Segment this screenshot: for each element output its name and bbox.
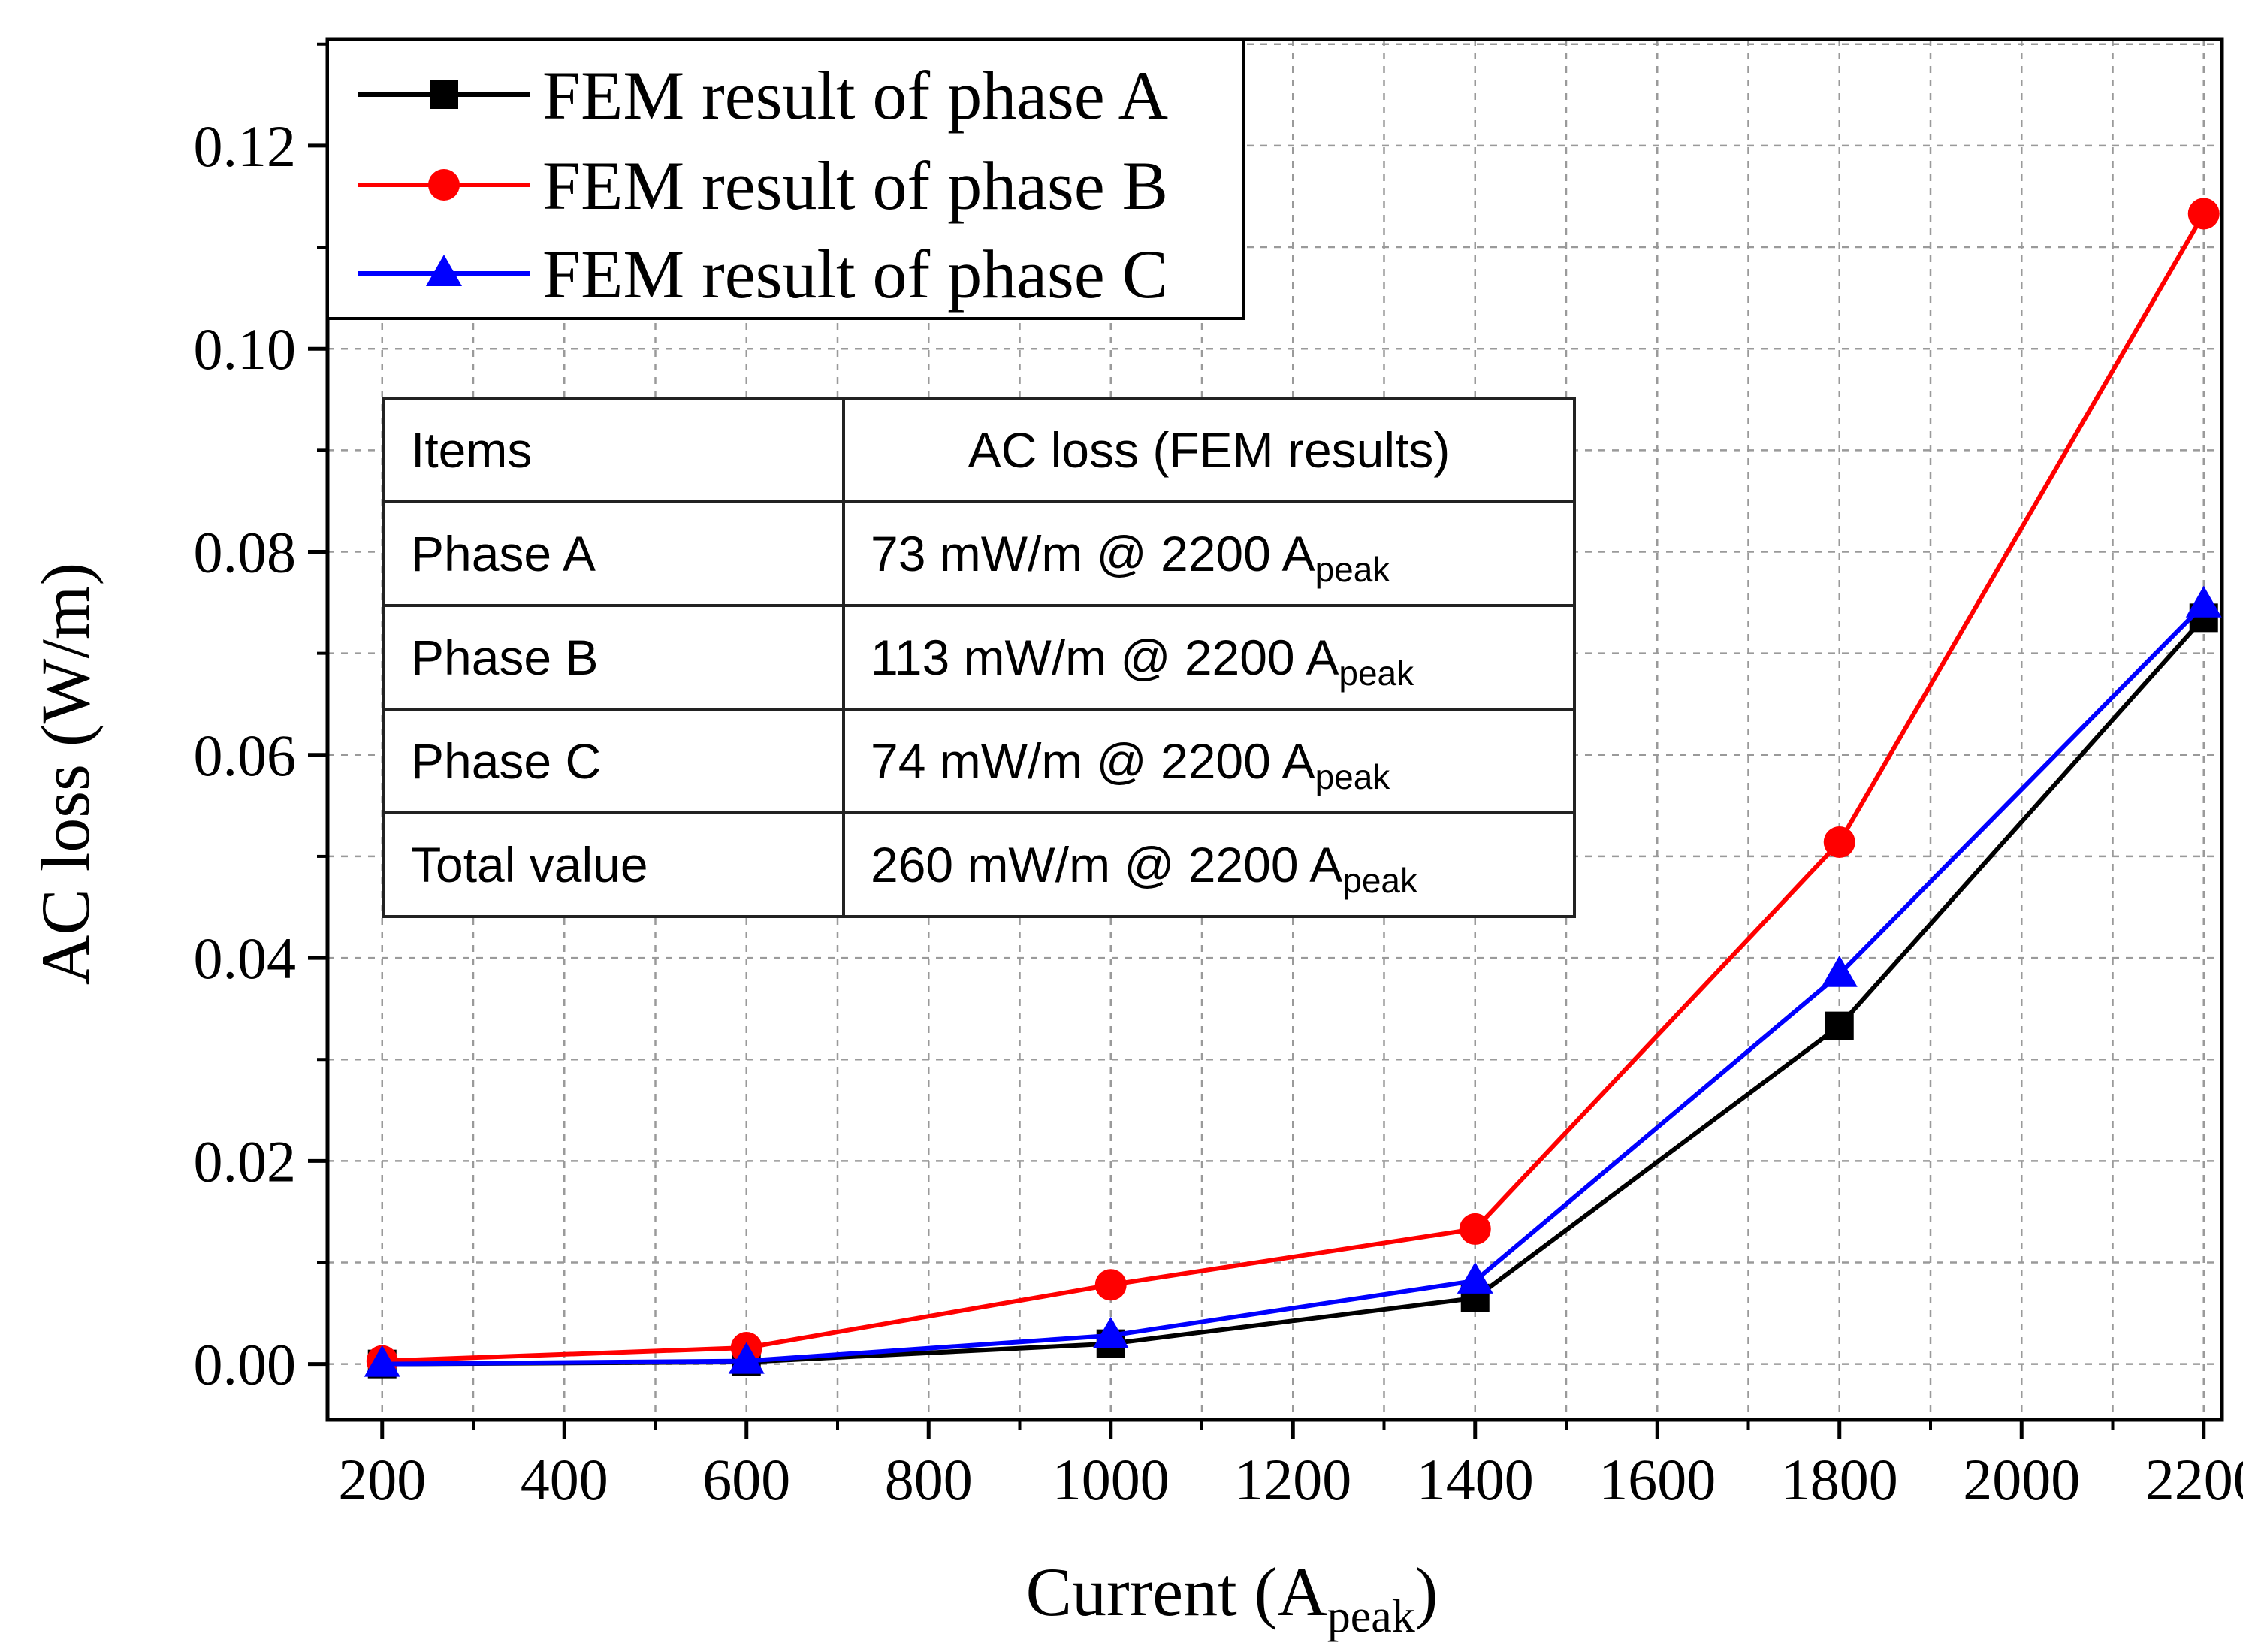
data-point-triangle	[364, 1345, 400, 1377]
table-cell-value: 113 mW/m @ 2200 Apeak	[842, 604, 1576, 711]
x-tick-label: 600	[702, 1447, 790, 1512]
legend: FEM result of phase A FEM result of phase…	[326, 38, 1245, 320]
legend-marker-square	[430, 80, 458, 109]
x-tick-label: 1200	[1234, 1447, 1351, 1512]
table-cell-value: 73 mW/m @ 2200 Apeak	[842, 500, 1576, 607]
y-tick-label: 0.12	[194, 113, 297, 179]
y-axis-title: AC loss (W/m)	[27, 563, 104, 985]
plot-frame	[325, 37, 2224, 1422]
legend-marker-triangle	[426, 255, 462, 286]
legend-label: FEM result of phase A	[542, 57, 1168, 134]
value-sub: peak	[1339, 654, 1414, 693]
data-point-square	[1825, 1011, 1854, 1040]
data-point-triangle	[728, 1342, 765, 1374]
data-point-triangle	[1821, 955, 1858, 987]
table-header-value: AC loss (FEM results)	[842, 397, 1576, 503]
y-tick-label: 0.00	[194, 1332, 297, 1397]
value-text: 73 mW/m @ 2200 A	[871, 526, 1315, 581]
table-row: Phase B 113 mW/m @ 2200 Apeak	[382, 604, 1576, 711]
data-point-circle	[1459, 1213, 1491, 1245]
x-tick-label: 800	[885, 1447, 973, 1512]
data-point-circle	[2187, 198, 2220, 230]
value-text: 260 mW/m @ 2200 A	[871, 837, 1343, 892]
value-sub: peak	[1315, 550, 1390, 589]
x-tick-label: 2200	[2145, 1447, 2243, 1512]
x-axis-title: Current (Apeak)	[1026, 1554, 1438, 1642]
x-axis-title-sub: peak	[1327, 1591, 1415, 1642]
table-row: Total value 260 mW/m @ 2200 Apeak	[382, 811, 1576, 918]
table-header-items: Items	[382, 397, 845, 503]
y-tick-label: 0.02	[194, 1128, 297, 1194]
table-cell-value: 74 mW/m @ 2200 Apeak	[842, 708, 1576, 814]
table-header-row: Items AC loss (FEM results)	[382, 397, 1576, 503]
value-sub: peak	[1342, 861, 1418, 900]
legend-label: FEM result of phase C	[542, 236, 1168, 313]
table-cell-item: Phase A	[382, 500, 845, 607]
x-tick-label: 200	[338, 1447, 426, 1512]
data-point-circle	[1823, 826, 1855, 859]
value-sub: peak	[1315, 757, 1390, 796]
data-point-triangle	[2185, 585, 2222, 618]
table-cell-item: Phase C	[382, 708, 845, 814]
series-line-triangle	[382, 603, 2205, 1367]
y-tick-label: 0.06	[194, 723, 297, 788]
x-tick-label: 1600	[1598, 1447, 1716, 1512]
y-tick-label: 0.08	[194, 519, 297, 584]
axes: 200 400 600 800 1000 1200 1400 1600 1800 2000 220 0…	[194, 37, 2243, 1512]
y-tick-label: 0.04	[194, 926, 297, 991]
table-cell-item: Total value	[382, 811, 845, 918]
data-point-circle	[1094, 1269, 1127, 1301]
x-tick-label: 1800	[1781, 1447, 1898, 1512]
value-text: 113 mW/m @ 2200 A	[871, 630, 1339, 685]
legend-marker-circle	[428, 169, 460, 201]
series-group	[364, 198, 2222, 1379]
data-point-triangle	[1092, 1316, 1129, 1348]
value-text: 74 mW/m @ 2200 A	[871, 733, 1315, 789]
x-tick-label: 2000	[1963, 1447, 2080, 1512]
table-cell-value: 260 mW/m @ 2200 Apeak	[842, 811, 1576, 918]
summary-table: Items AC loss (FEM results) Phase A 73 m…	[382, 397, 1576, 918]
x-axis-title-close: )	[1415, 1554, 1438, 1630]
axis-labels: AC loss (W/m) Current (Apeak)	[27, 563, 1438, 1642]
table-row: Phase C 74 mW/m @ 2200 Apeak	[382, 708, 1576, 814]
y-tick-label: 0.10	[194, 316, 297, 382]
data-point-triangle	[1457, 1261, 1493, 1294]
series-line-circle	[382, 212, 2206, 1364]
table-cell-item: Phase B	[382, 604, 845, 711]
legend-label: FEM result of phase B	[542, 147, 1168, 224]
table-row: Phase A 73 mW/m @ 2200 Apeak	[382, 500, 1576, 607]
x-tick-label: 400	[521, 1447, 608, 1512]
x-tick-label: 1400	[1417, 1447, 1534, 1512]
x-axis-title-main: Current (A	[1026, 1554, 1327, 1630]
x-tick-label: 1000	[1052, 1447, 1170, 1512]
